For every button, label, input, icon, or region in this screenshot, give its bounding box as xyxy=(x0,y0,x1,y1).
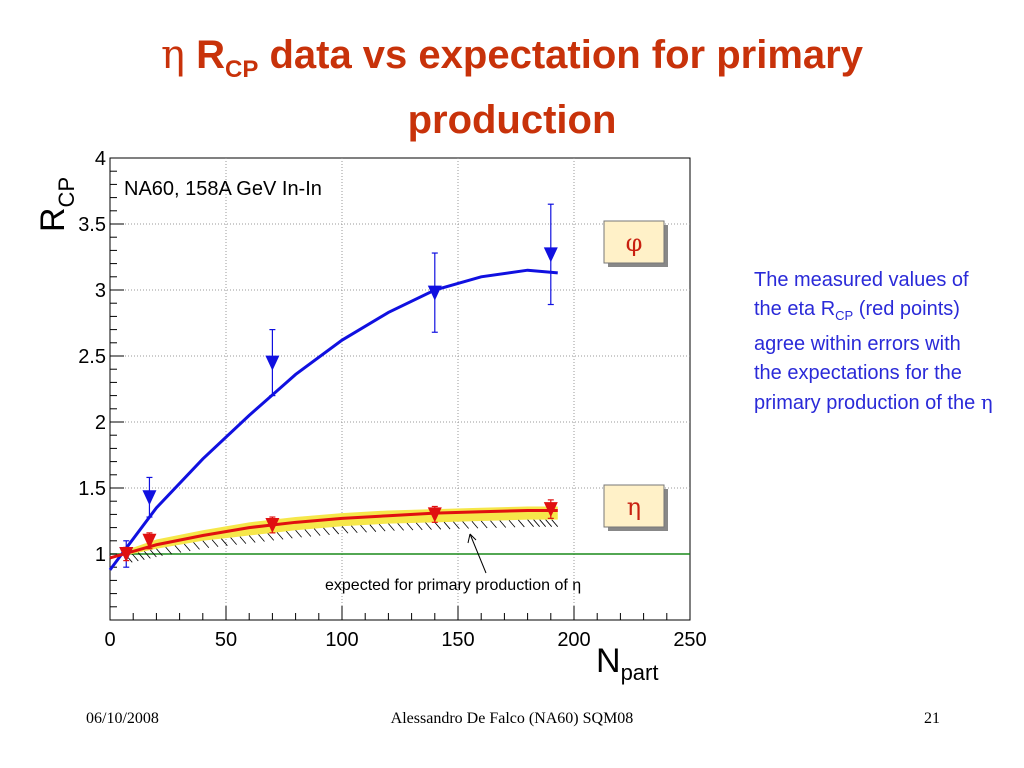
eta-data-point xyxy=(427,507,442,523)
expected-band-hatch xyxy=(258,534,265,542)
x-tick-label: 250 xyxy=(673,629,706,651)
expected-band-hatch xyxy=(360,524,367,533)
expected-band-hatch xyxy=(183,543,191,552)
expected-band-hatch xyxy=(545,519,552,527)
expected-band-hatch xyxy=(453,521,460,530)
expected-band-hatch xyxy=(165,546,172,555)
y-tick-label: 2 xyxy=(95,412,106,434)
expected-band-hatch xyxy=(276,532,284,540)
x-tick-label: 200 xyxy=(557,629,590,651)
expected-band-hatch xyxy=(539,519,546,527)
expected-band-hatch xyxy=(323,527,330,536)
x-axis-label: Npart xyxy=(596,642,658,685)
expected-band-hatch xyxy=(551,519,559,527)
expected-arrow-head xyxy=(467,533,477,544)
footer-author: Alessandro De Falco (NA60) SQM08 xyxy=(390,710,634,727)
y-tick-label: 2.5 xyxy=(78,346,106,368)
expected-band-hatch xyxy=(131,553,139,562)
expected-band-hatch xyxy=(397,523,404,531)
expected-label: expected for primary production of η xyxy=(325,577,581,594)
expected-band-hatch xyxy=(193,542,200,550)
expected-band-hatch xyxy=(499,520,507,528)
phi-data-point xyxy=(142,490,157,506)
expected-band-hatch xyxy=(388,523,395,531)
expected-band-hatch xyxy=(378,523,386,532)
expected-band-hatch xyxy=(406,522,414,531)
expected-band-hatch xyxy=(267,533,275,541)
expected-band-hatch xyxy=(462,521,469,529)
y-axis-label: RCP xyxy=(34,177,79,232)
expected-band-hatch xyxy=(533,519,540,527)
x-tick-label: 100 xyxy=(325,629,358,651)
phi-legend-box: φ xyxy=(603,220,668,267)
expected-band-hatch xyxy=(480,520,488,529)
footer-date: 06/10/2008 xyxy=(86,710,159,727)
y-tick-label: 1.5 xyxy=(78,478,106,500)
expected-band-hatch xyxy=(230,537,237,545)
phi-legend-label: φ xyxy=(626,229,643,257)
phi-fit-curve xyxy=(108,268,558,571)
eta-fit-curve xyxy=(109,508,558,560)
expected-band-hatch xyxy=(144,551,151,559)
expected-band-hatch xyxy=(350,525,358,534)
chart-annotation: NA60, 158A GeV In-In xyxy=(124,178,322,200)
expected-band-hatch xyxy=(471,521,479,529)
expected-band-hatch xyxy=(415,522,423,531)
expected-band-hatch xyxy=(425,522,432,530)
y-tick-label: 3.5 xyxy=(78,214,106,236)
x-tick-label: 0 xyxy=(104,629,115,651)
y-tick-label: 4 xyxy=(95,148,106,170)
expected-band-hatch xyxy=(313,528,321,536)
data-points xyxy=(119,203,558,568)
expected-band-hatch xyxy=(174,545,182,553)
expected-band-hatch xyxy=(341,526,349,534)
expected-band-hatch xyxy=(443,521,451,530)
expected-band-hatch xyxy=(490,520,497,528)
expected-band-hatch xyxy=(211,539,219,548)
eta-legend-box: η xyxy=(603,484,668,531)
phi-data-point xyxy=(265,355,280,371)
footer-page-number: 21 xyxy=(924,710,940,727)
expected-band-hatch xyxy=(518,519,525,528)
plot-frame xyxy=(109,157,691,621)
expected-band-group xyxy=(125,506,559,563)
x-tick-label: 150 xyxy=(441,629,474,651)
side-note: The measured values of the eta RCP (red … xyxy=(754,269,993,414)
grid xyxy=(110,158,690,620)
phi-data-point xyxy=(543,247,558,263)
expected-band-hatch xyxy=(304,529,312,537)
expected-band-hatch xyxy=(248,535,256,543)
expected-band-hatch xyxy=(150,549,157,558)
expected-band-hatch xyxy=(156,548,163,556)
y-tick-label: 3 xyxy=(95,280,106,302)
eta-legend-label: η xyxy=(627,493,641,521)
curves xyxy=(108,268,558,571)
eta-data-point xyxy=(543,502,558,518)
slide-title: η RCP data vs expectation for primary pr… xyxy=(161,32,863,142)
expected-band-hatch xyxy=(369,524,377,532)
expected-band-hatch xyxy=(286,531,293,539)
eta-data-point xyxy=(119,547,134,562)
expected-band-hatch xyxy=(434,522,442,530)
expected-band-hatch xyxy=(332,526,340,535)
expected-band-hatch xyxy=(239,536,247,544)
eta-data-point xyxy=(142,533,157,549)
expected-band-hatch xyxy=(508,519,516,528)
axis-ticks: 0 50 100 150 200 250 1 1.5 2 2.5 3 3.5 4 xyxy=(78,148,707,651)
expected-band-hatch xyxy=(221,538,228,546)
expected-arrow-line xyxy=(469,533,487,574)
expected-band xyxy=(126,506,558,556)
y-tick-label: 1 xyxy=(95,544,106,566)
eta-data-point xyxy=(265,517,280,533)
expected-band-hatch xyxy=(527,519,534,527)
expected-band-hatch xyxy=(295,529,302,538)
phi-data-point xyxy=(427,285,442,301)
x-tick-label: 50 xyxy=(215,629,237,651)
expected-band-hatch xyxy=(202,540,210,549)
expected-band-hatch xyxy=(138,552,145,560)
